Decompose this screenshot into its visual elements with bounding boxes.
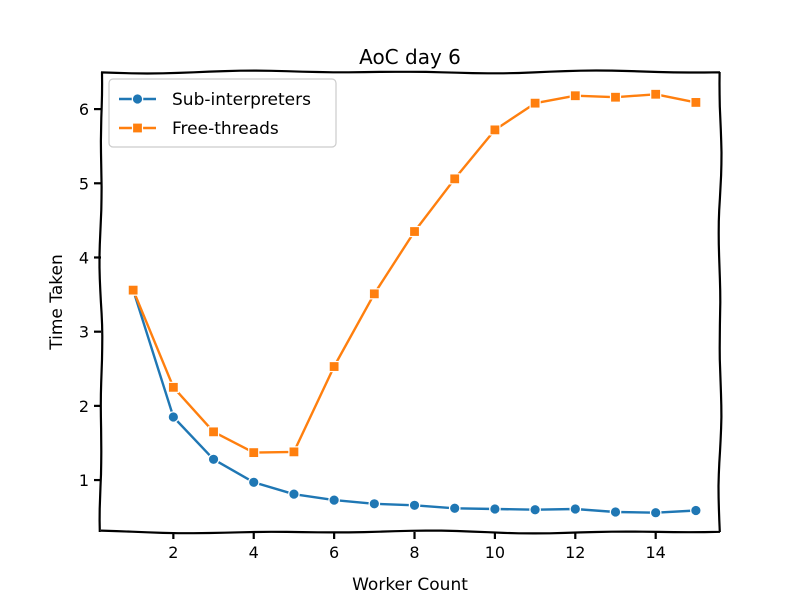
x-tick-label: 12 bbox=[565, 543, 585, 562]
x-tick-label: 8 bbox=[409, 543, 419, 562]
data-point bbox=[248, 447, 260, 459]
series-2 bbox=[127, 88, 702, 459]
y-tick-label: 2 bbox=[79, 397, 89, 416]
x-tick-label: 4 bbox=[249, 543, 259, 562]
x-tick-label: 2 bbox=[168, 543, 178, 562]
y-tick-label: 6 bbox=[79, 100, 89, 119]
series-line bbox=[132, 289, 696, 514]
data-point bbox=[167, 381, 179, 393]
y-tick-label: 1 bbox=[79, 471, 89, 490]
plot-frame bbox=[98, 69, 723, 535]
data-point bbox=[449, 173, 461, 185]
data-point bbox=[489, 124, 501, 136]
data-point bbox=[328, 494, 340, 506]
data-point bbox=[690, 96, 702, 109]
x-tick-label: 14 bbox=[646, 543, 666, 562]
legend-box bbox=[108, 78, 337, 148]
data-point bbox=[408, 499, 421, 512]
data-point bbox=[489, 503, 501, 515]
x-axis-label: Worker Count bbox=[352, 575, 468, 595]
data-point bbox=[247, 476, 260, 489]
legend-label: Sub-interpreters bbox=[172, 90, 311, 110]
series-layer bbox=[127, 88, 702, 519]
data-point bbox=[368, 498, 381, 510]
data-point bbox=[529, 97, 541, 109]
data-point bbox=[328, 360, 340, 373]
data-point bbox=[368, 288, 380, 300]
legend-entry: Sub-interpreters bbox=[119, 90, 311, 110]
data-point bbox=[288, 488, 300, 500]
data-point bbox=[609, 506, 622, 518]
series-1 bbox=[127, 284, 702, 519]
legend-entry: Free-threads bbox=[119, 119, 279, 139]
data-point bbox=[448, 502, 461, 515]
data-point bbox=[288, 446, 300, 458]
data-point bbox=[609, 91, 622, 103]
data-point bbox=[569, 90, 581, 102]
data-point bbox=[207, 453, 220, 466]
data-point bbox=[650, 88, 662, 100]
y-tick-label: 4 bbox=[79, 248, 89, 267]
data-point bbox=[690, 504, 702, 517]
legend-marker bbox=[131, 93, 144, 105]
data-point bbox=[529, 503, 541, 516]
series-line bbox=[132, 93, 697, 454]
data-point bbox=[408, 225, 421, 238]
legend-marker bbox=[131, 122, 144, 134]
data-point bbox=[569, 503, 582, 515]
data-point bbox=[207, 426, 220, 438]
chart-title: AoC day 6 bbox=[359, 45, 461, 69]
legend: Sub-interpreters Free-threads bbox=[108, 78, 337, 148]
data-point bbox=[127, 284, 139, 296]
data-point bbox=[167, 411, 180, 423]
x-tick-label: 6 bbox=[329, 543, 339, 562]
y-tick-label: 3 bbox=[79, 323, 89, 342]
y-axis-label: Time Taken bbox=[47, 254, 67, 350]
y-tick-label: 5 bbox=[79, 174, 89, 193]
data-point bbox=[649, 506, 662, 519]
x-tick-label: 10 bbox=[485, 543, 505, 562]
legend-label: Free-threads bbox=[172, 119, 279, 139]
